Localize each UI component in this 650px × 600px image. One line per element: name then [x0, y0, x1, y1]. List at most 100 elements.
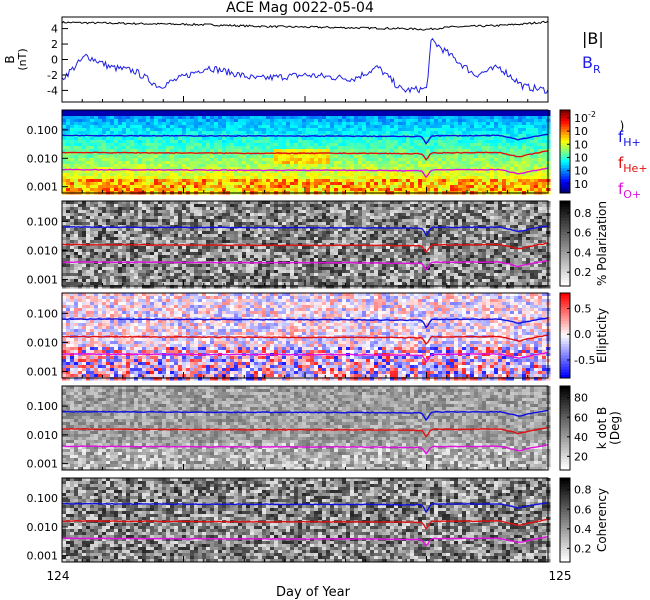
- spectrogram-cell: [134, 216, 139, 220]
- spectrogram-cell: [122, 216, 127, 220]
- spectrogram-cell: [266, 116, 271, 120]
- spectrogram-cell: [462, 188, 467, 192]
- spectrogram-cell: [122, 113, 127, 117]
- spectrogram-cell: [474, 143, 479, 147]
- spectrogram-cell: [346, 234, 351, 238]
- spectrogram-cell: [298, 210, 303, 214]
- spectrogram-cell: [186, 143, 191, 147]
- spectrogram-cell: [238, 164, 243, 168]
- spectrogram-cell: [210, 116, 215, 120]
- spectrogram-cell: [78, 204, 83, 208]
- spectrogram-cell: [362, 146, 367, 150]
- spectrogram-cell: [194, 131, 199, 135]
- spectrogram-cell: [306, 170, 311, 174]
- spectrogram-cell: [242, 210, 247, 214]
- spectrogram-cell: [410, 219, 415, 223]
- spectrogram-cell: [98, 110, 103, 114]
- spectrogram-cell: [490, 131, 495, 135]
- spectrogram-cell: [366, 110, 371, 114]
- spectrogram-cell: [370, 158, 375, 162]
- spectrogram-cell: [406, 225, 411, 229]
- spectrogram-cell: [234, 155, 239, 159]
- spectrogram-cell: [102, 231, 107, 235]
- spectrogram-cell: [246, 149, 251, 153]
- spectrogram-cell: [102, 167, 107, 171]
- spectrogram-cell: [106, 119, 111, 123]
- spectrogram-cell: [358, 155, 363, 159]
- spectrogram-cell: [386, 125, 391, 129]
- spectrogram-cell: [442, 140, 447, 144]
- spectrogram-cell: [206, 179, 211, 183]
- spectrogram-cell: [542, 113, 547, 117]
- spectrogram-cell: [406, 167, 411, 171]
- spectrogram-cell: [62, 152, 67, 156]
- spectrogram-cell: [414, 219, 419, 223]
- spectrogram-cell: [170, 201, 175, 205]
- spectrogram-cell: [150, 110, 155, 114]
- spectrogram-cell: [422, 201, 427, 205]
- spectrogram-cell: [322, 179, 327, 183]
- spectrogram-cell: [498, 176, 503, 180]
- spectrogram-cell: [394, 185, 399, 189]
- spectrogram-cell: [166, 204, 171, 208]
- spectrogram-cell: [458, 176, 463, 180]
- spectrogram-cell: [486, 204, 491, 208]
- spectrogram-cell: [406, 119, 411, 123]
- colorbar-segment: [560, 145, 570, 150]
- spectrogram-cell: [358, 167, 363, 171]
- spectrogram-cell: [458, 158, 463, 162]
- spectrogram-cell: [342, 161, 347, 165]
- spectrogram-cell: [354, 225, 359, 229]
- spectrogram-cell: [442, 131, 447, 135]
- spectrogram-cell: [302, 219, 307, 223]
- spectrogram-cell: [494, 155, 499, 159]
- spectrogram-cell: [450, 161, 455, 165]
- spectrogram-cell: [174, 125, 179, 129]
- spectrogram-cell: [402, 146, 407, 150]
- spectrogram-cell: [382, 167, 387, 171]
- spectrogram-cell: [410, 201, 415, 205]
- spectrogram-cell: [490, 219, 495, 223]
- spectrogram-cell: [358, 204, 363, 208]
- spectrogram-cell: [330, 201, 335, 205]
- spectrogram-cell: [462, 173, 467, 177]
- spectrogram-cell: [422, 134, 427, 138]
- spectrogram-cell: [538, 176, 543, 180]
- spectrogram-cell: [298, 113, 303, 117]
- spectrogram-cell: [66, 170, 71, 174]
- spectrogram-cell: [222, 158, 227, 162]
- spectrogram-cell: [206, 110, 211, 114]
- spectrogram-cell: [134, 155, 139, 159]
- spectrogram-cell: [206, 204, 211, 208]
- spectrogram-cell: [514, 167, 519, 171]
- spectrogram-cell: [498, 116, 503, 120]
- spectrogram-cell: [82, 213, 87, 217]
- spectrogram-cell: [498, 110, 503, 114]
- spectrogram-cell: [418, 182, 423, 186]
- spectrogram-cell: [410, 173, 415, 177]
- spectrogram-cell: [330, 155, 335, 159]
- spectrogram-cell: [142, 182, 147, 186]
- spectrogram-cell: [350, 216, 355, 220]
- spectrogram-cell: [106, 185, 111, 189]
- spectrogram-cell: [402, 143, 407, 147]
- spectrogram-cell: [502, 185, 507, 189]
- spectrogram-cell: [446, 164, 451, 168]
- spectrogram-cell: [94, 185, 99, 189]
- spectrogram-cell: [206, 167, 211, 171]
- spectrogram-cell: [294, 207, 299, 211]
- spectrogram-cell: [106, 143, 111, 147]
- spectrogram-cell: [490, 204, 495, 208]
- spectrogram-cell: [358, 158, 363, 162]
- spectrogram-cell: [402, 179, 407, 183]
- spectrogram-cell: [482, 122, 487, 126]
- spectrogram-cell: [222, 119, 227, 123]
- spectrogram-cell: [466, 228, 471, 232]
- spectrogram-cell: [518, 167, 523, 171]
- spectrogram-cell: [138, 210, 143, 214]
- spectrogram-cell: [506, 225, 511, 229]
- spectrogram-cell: [278, 146, 283, 150]
- spectrogram-cell: [142, 113, 147, 117]
- spectrogram-cell: [518, 131, 523, 135]
- spectrogram-cell: [358, 122, 363, 126]
